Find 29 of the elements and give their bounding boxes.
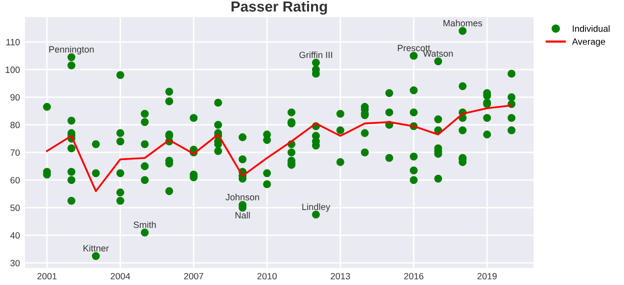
y-tick-label: 110 bbox=[6, 38, 20, 46]
y-tick-label: 30 bbox=[10, 260, 20, 266]
x-tick-label: 2019 bbox=[477, 273, 497, 280]
y-tick-label: 100 bbox=[6, 66, 20, 73]
x-tick-label: 2010 bbox=[257, 273, 277, 280]
annotation: Watson bbox=[423, 50, 453, 57]
legend-label: Individual bbox=[572, 25, 610, 32]
y-tick-label: 50 bbox=[10, 204, 20, 212]
y-tick-label: 90 bbox=[10, 94, 20, 101]
annotation: Nall bbox=[236, 212, 250, 218]
annotation: Mahomes bbox=[444, 20, 482, 26]
annotation: Pennington bbox=[49, 46, 94, 54]
x-tick-label: 2016 bbox=[404, 273, 424, 280]
annotation: Kittner bbox=[84, 244, 109, 252]
x-tick-label: 2001 bbox=[37, 273, 57, 280]
annotation: Smith bbox=[134, 221, 156, 228]
x-tick-label: 2007 bbox=[184, 273, 204, 280]
annotation: Johnson bbox=[226, 194, 260, 200]
annotation: Prescott bbox=[398, 44, 430, 52]
x-tick-label: 2013 bbox=[330, 273, 350, 280]
x-tick-label: 2004 bbox=[110, 273, 130, 280]
annotation: Lindley bbox=[302, 203, 330, 212]
legend-label: Average bbox=[572, 38, 606, 47]
y-tick-label: 60 bbox=[10, 177, 20, 184]
annotation: Griffin III bbox=[299, 51, 332, 58]
chart-title: Passer Rating bbox=[232, 0, 327, 15]
y-tick-label: 70 bbox=[10, 149, 20, 156]
y-tick-label: 80 bbox=[10, 122, 20, 128]
y-tick-label: 40 bbox=[10, 232, 20, 239]
